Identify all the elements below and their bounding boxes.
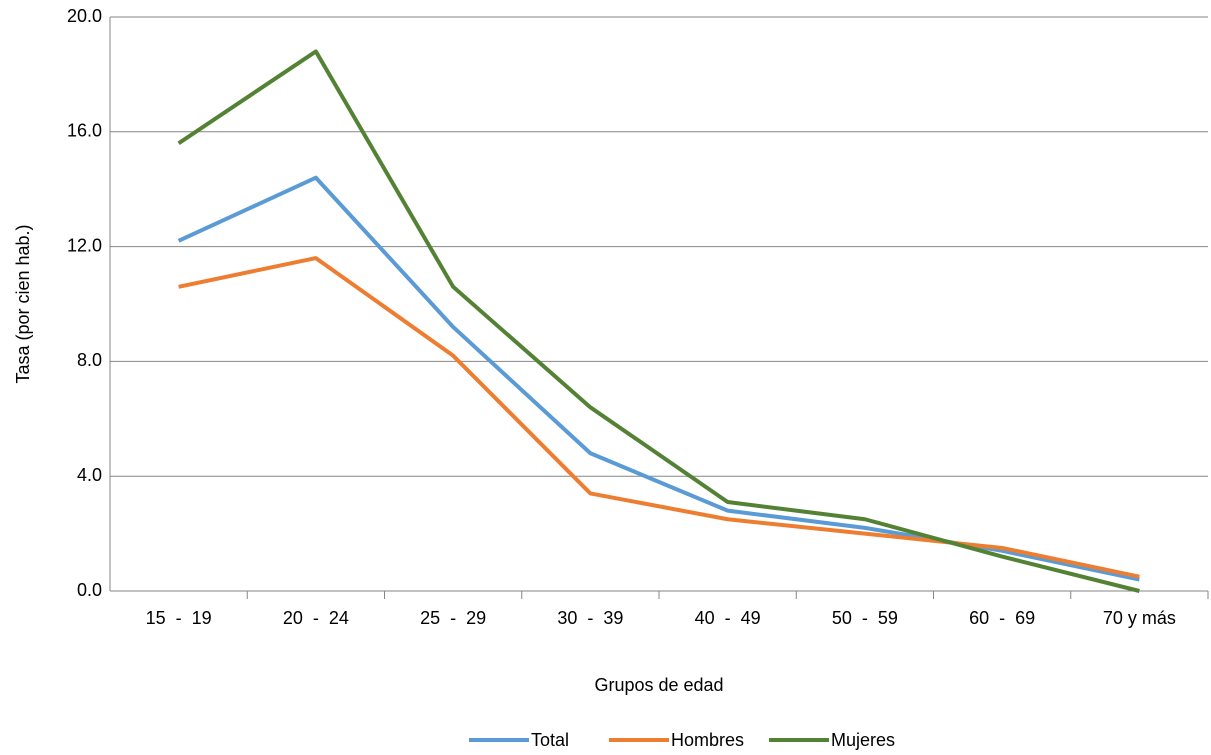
x-tick-label: 50 - 59	[832, 608, 898, 628]
series-line	[177, 175, 1140, 582]
legend-label: Mujeres	[831, 730, 895, 750]
series-line	[178, 256, 1140, 579]
x-tick-label: 40 - 49	[695, 608, 761, 628]
x-tick-label: 20 - 24	[283, 608, 349, 628]
legend-label: Total	[531, 730, 569, 750]
x-axis-label: Grupos de edad	[594, 675, 723, 695]
x-tick-label: 70 y más	[1103, 608, 1176, 628]
y-tick-label: 8.0	[77, 350, 102, 370]
legend-label: Hombres	[671, 730, 744, 750]
y-tick-label: 0.0	[77, 580, 102, 600]
y-axis-label: Tasa (por cien hab.)	[13, 224, 33, 383]
series-line	[177, 49, 1140, 593]
y-tick-label: 4.0	[77, 465, 102, 485]
x-tick-label: 60 - 69	[969, 608, 1035, 628]
y-tick-label: 16.0	[67, 121, 102, 141]
y-tick-label: 12.0	[67, 235, 102, 255]
x-tick-label: 15 - 19	[146, 608, 212, 628]
x-tick-label: 30 - 39	[557, 608, 623, 628]
y-tick-label: 20.0	[67, 6, 102, 26]
x-tick-label: 25 - 29	[420, 608, 486, 628]
